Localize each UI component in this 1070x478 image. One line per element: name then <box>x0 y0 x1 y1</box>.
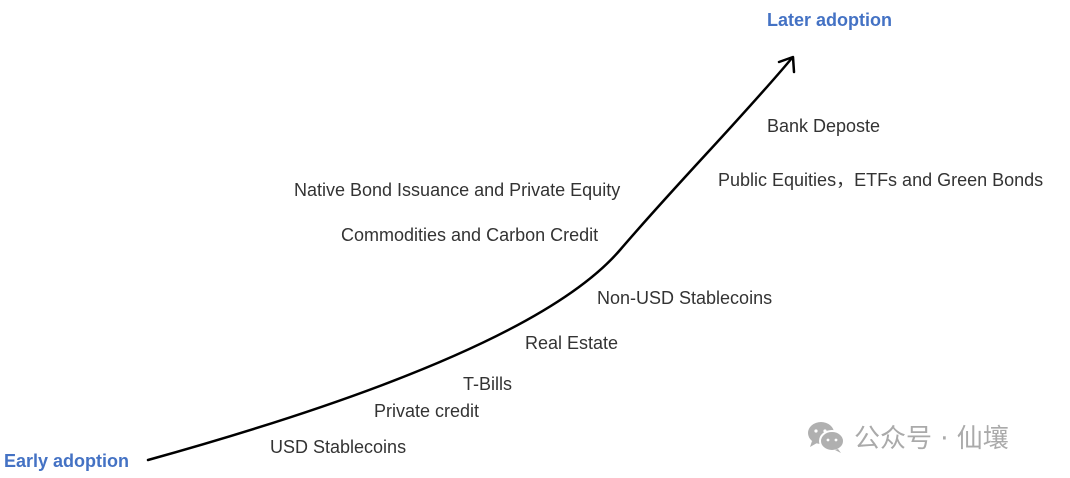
item-label: USD Stablecoins <box>270 437 407 457</box>
item-label: Real Estate <box>525 333 619 353</box>
arrowhead <box>777 55 796 74</box>
item-label: T-Bills <box>463 374 512 394</box>
item-label: Bank Deposte <box>767 116 881 136</box>
later-adoption-label: Later adoption <box>767 10 892 30</box>
watermark-text: 公众号 · 仙壤 <box>854 424 1009 454</box>
item-label: Public Equities，ETFs and Green Bonds <box>718 170 1044 190</box>
item-label: Private credit <box>374 401 480 421</box>
item-label: Non-USD Stablecoins <box>597 288 773 308</box>
early-adoption-label: Early adoption <box>4 451 130 471</box>
item-label: Native Bond Issuance and Private Equity <box>294 180 621 200</box>
adoption-curve <box>146 56 794 462</box>
wechat-icon <box>808 421 845 453</box>
watermark: 公众号 · 仙壤 <box>806 418 1009 455</box>
item-label: Commodities and Carbon Credit <box>341 225 599 245</box>
